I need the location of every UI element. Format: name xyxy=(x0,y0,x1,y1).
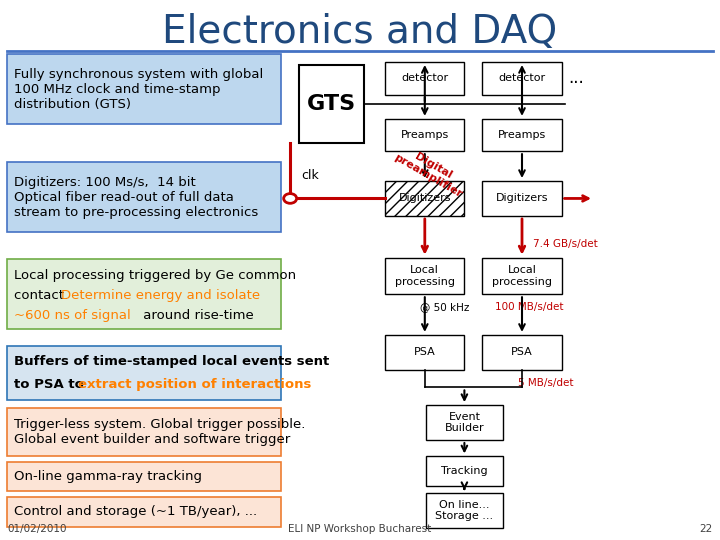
Text: Digitizers: Digitizers xyxy=(399,193,451,204)
Text: detector: detector xyxy=(498,73,546,83)
FancyBboxPatch shape xyxy=(7,408,281,456)
FancyBboxPatch shape xyxy=(299,65,364,143)
Text: ~600 ns of signal: ~600 ns of signal xyxy=(14,309,131,322)
Text: @ 50 kHz: @ 50 kHz xyxy=(420,302,469,312)
Text: Event
Builder: Event Builder xyxy=(444,411,485,433)
FancyBboxPatch shape xyxy=(7,462,281,491)
Text: Digitizers: Digitizers xyxy=(496,193,548,204)
Text: ...: ... xyxy=(568,69,584,87)
Text: Fully synchronous system with global
100 MHz clock and time-stamp
distribution (: Fully synchronous system with global 100… xyxy=(14,68,264,111)
FancyBboxPatch shape xyxy=(385,335,464,370)
Text: Preamps: Preamps xyxy=(498,130,546,140)
FancyBboxPatch shape xyxy=(426,493,503,528)
Text: Local
processing: Local processing xyxy=(395,265,455,287)
Text: Digitizers: 100 Ms/s,  14 bit
Optical fiber read-out of full data
stream to pre-: Digitizers: 100 Ms/s, 14 bit Optical fib… xyxy=(14,176,258,219)
Text: contact.: contact. xyxy=(14,289,73,302)
Circle shape xyxy=(284,194,297,204)
Text: clk: clk xyxy=(301,169,319,182)
Text: 22: 22 xyxy=(700,523,713,534)
FancyBboxPatch shape xyxy=(482,62,562,94)
FancyBboxPatch shape xyxy=(482,335,562,370)
FancyBboxPatch shape xyxy=(426,456,503,486)
Text: Trigger-less system. Global trigger possible.
Global event builder and software : Trigger-less system. Global trigger poss… xyxy=(14,418,306,446)
Text: Buffers of time-stamped local events sent: Buffers of time-stamped local events sen… xyxy=(14,355,330,368)
Text: Local
processing: Local processing xyxy=(492,265,552,287)
Text: Digital
preamplifier: Digital preamplifier xyxy=(392,143,469,200)
FancyBboxPatch shape xyxy=(482,119,562,151)
Text: 01/02/2010: 01/02/2010 xyxy=(7,523,67,534)
FancyBboxPatch shape xyxy=(482,181,562,216)
FancyBboxPatch shape xyxy=(385,258,464,294)
FancyBboxPatch shape xyxy=(7,162,281,232)
Text: Tracking: Tracking xyxy=(441,466,487,476)
Text: Preamps: Preamps xyxy=(400,130,449,140)
Text: Control and storage (~1 TB/year), ...: Control and storage (~1 TB/year), ... xyxy=(14,505,258,518)
Text: GTS: GTS xyxy=(307,94,356,114)
Text: On line...
Storage ...: On line... Storage ... xyxy=(436,500,493,522)
Text: On-line gamma-ray tracking: On-line gamma-ray tracking xyxy=(14,470,202,483)
FancyBboxPatch shape xyxy=(385,119,464,151)
Text: Electronics and DAQ: Electronics and DAQ xyxy=(163,14,557,51)
Text: ELI NP Workshop Bucharest: ELI NP Workshop Bucharest xyxy=(289,523,431,534)
FancyBboxPatch shape xyxy=(7,259,281,329)
Text: to PSA to: to PSA to xyxy=(14,378,89,391)
FancyBboxPatch shape xyxy=(482,258,562,294)
Text: Determine energy and isolate: Determine energy and isolate xyxy=(61,289,261,302)
FancyBboxPatch shape xyxy=(7,497,281,526)
Text: 7.4 GB/s/det: 7.4 GB/s/det xyxy=(533,239,598,249)
FancyBboxPatch shape xyxy=(385,62,464,94)
FancyBboxPatch shape xyxy=(426,405,503,440)
FancyBboxPatch shape xyxy=(7,54,281,124)
Text: PSA: PSA xyxy=(511,347,533,357)
Text: 100 MB/s/det: 100 MB/s/det xyxy=(495,302,564,312)
FancyBboxPatch shape xyxy=(7,346,281,400)
Text: Local processing triggered by Ge common: Local processing triggered by Ge common xyxy=(14,269,297,282)
FancyBboxPatch shape xyxy=(385,181,464,216)
Text: detector: detector xyxy=(401,73,449,83)
Text: extract position of interactions: extract position of interactions xyxy=(78,378,312,391)
Text: around rise-time: around rise-time xyxy=(139,309,253,322)
Text: 5 MB/s/det: 5 MB/s/det xyxy=(518,379,574,388)
Text: PSA: PSA xyxy=(414,347,436,357)
